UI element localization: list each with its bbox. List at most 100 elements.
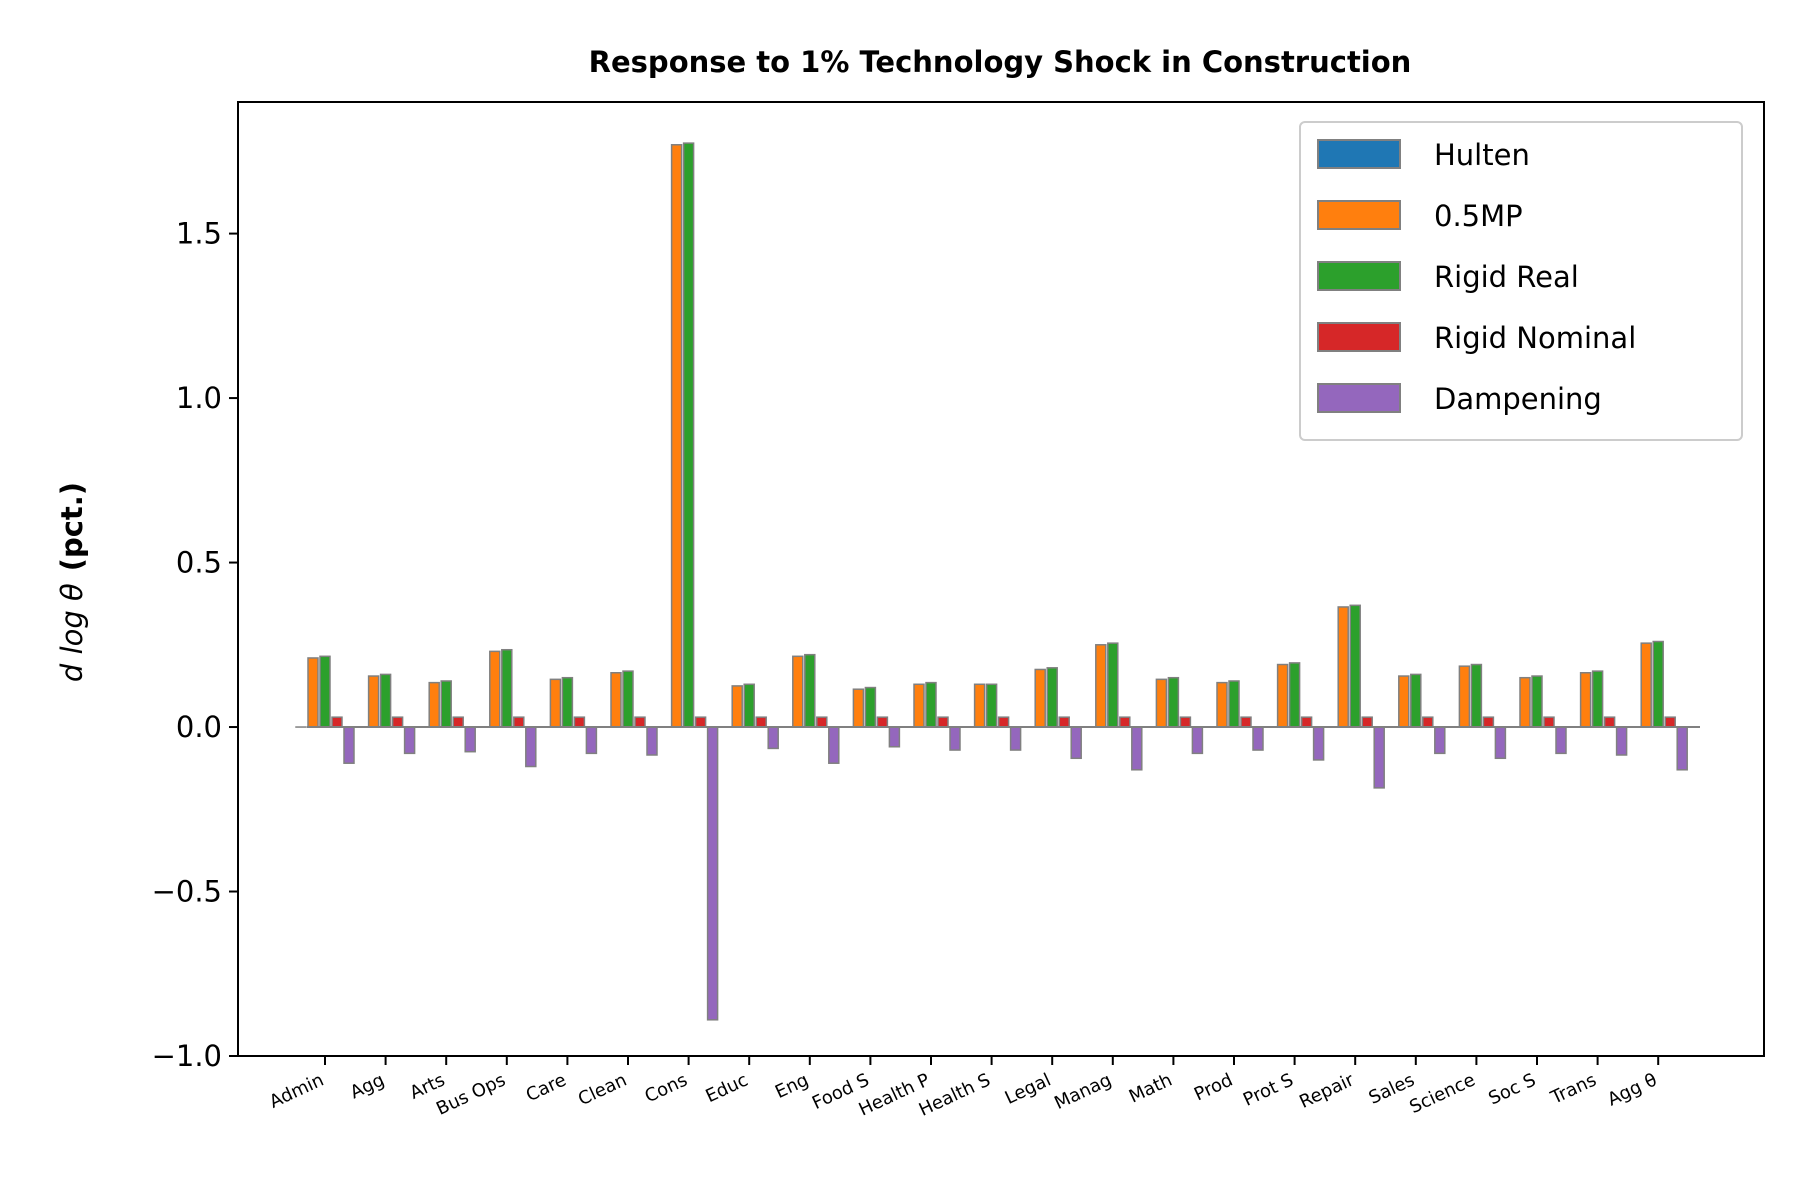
bar-dampening-food-s <box>888 726 901 748</box>
bar-0-5mp-educ <box>731 685 743 728</box>
bar-rigid-nominal-manag <box>1119 716 1131 728</box>
bar-rigid-nominal-admin <box>331 716 343 728</box>
y-axis-label-unit: (pct.) <box>55 482 89 571</box>
bar-0-5mp-arts <box>428 681 440 728</box>
bar-rigid-real-food-s <box>864 686 877 728</box>
legend-label: Rigid Nominal <box>1434 321 1636 355</box>
chart-title: Response to 1% Technology Shock in Const… <box>589 45 1412 79</box>
x-tick-label: Manag <box>1051 1069 1115 1114</box>
bar-rigid-nominal-arts <box>452 716 464 728</box>
legend-frame <box>1299 121 1743 441</box>
legend-label: Rigid Real <box>1434 260 1579 294</box>
bar-0-5mp-science <box>1458 665 1471 728</box>
bar-rigid-nominal-eng <box>816 716 828 728</box>
legend-swatch <box>1317 139 1401 169</box>
bar-0-5mp-bus-ops <box>489 650 501 728</box>
legend-swatch <box>1317 322 1401 352</box>
bar-0-5mp-health-p <box>913 683 925 728</box>
bar-rigid-nominal-clean <box>634 716 646 728</box>
bar-rigid-real-prod <box>1228 680 1240 728</box>
bar-rigid-real-legal <box>1046 667 1058 728</box>
bar-0-5mp-eng <box>792 655 804 728</box>
bar-rigid-real-educ <box>743 683 755 728</box>
y-ticks: −1.0 −0.5 0.0 0.5 1.0 1.5 <box>152 217 238 1073</box>
bar-0-5mp-prot-s <box>1276 663 1289 728</box>
bar-dampening-legal <box>1070 726 1082 760</box>
x-tick-label: Agg <box>347 1069 388 1103</box>
bar-rigid-nominal-math <box>1179 716 1192 728</box>
bar-rigid-nominal-science <box>1482 716 1495 728</box>
bars-group <box>295 142 1688 1021</box>
bar-dampening-health-p <box>949 726 961 751</box>
bar-rigid-real-bus-ops <box>501 648 513 728</box>
bar-rigid-real-health-s <box>985 683 998 728</box>
bar-0-5mp-manag <box>1095 644 1107 728</box>
bar-0-5mp-math <box>1155 678 1168 728</box>
bar-rigid-nominal-educ <box>755 716 767 728</box>
y-tick-label: 1.0 <box>176 381 222 415</box>
y-tick-label: 1.5 <box>176 217 222 251</box>
legend-label: Hulten <box>1434 138 1530 172</box>
legend-label: Dampening <box>1434 382 1602 416</box>
x-tick-label: Care <box>523 1069 570 1106</box>
bar-rigid-nominal-cons <box>694 716 707 728</box>
x-tick-label: Educ <box>702 1069 751 1107</box>
bar-dampening-sales <box>1434 726 1446 755</box>
bar-0-5mp-legal <box>1034 668 1046 728</box>
bar-rigid-real-science <box>1470 663 1483 728</box>
bar-rigid-nominal-food-s <box>876 716 889 728</box>
bar-dampening-arts <box>464 726 476 753</box>
y-axis-label-math: d log θ <box>55 583 89 682</box>
bar-dampening-science <box>1494 726 1507 760</box>
bar-rigid-nominal-trans <box>1603 716 1616 728</box>
bar-rigid-nominal-health-s <box>997 716 1010 728</box>
bar-rigid-nominal-health-p <box>937 716 949 728</box>
bar-rigid-nominal-agg <box>391 716 404 728</box>
bar-0-5mp-admin <box>307 657 319 728</box>
bar-dampening-manag <box>1131 726 1143 771</box>
bar-dampening-prod <box>1252 726 1264 751</box>
x-tick-label: Legal <box>1002 1069 1055 1108</box>
bar-rigid-nominal-agg- <box>1664 716 1676 728</box>
bar-rigid-real-agg <box>379 673 392 728</box>
bar-0-5mp-agg <box>367 675 380 728</box>
plot-frame <box>237 101 1765 1057</box>
x-tick-label: Bus Ops <box>433 1069 509 1119</box>
bar-dampening-health-s <box>1009 726 1022 751</box>
bar-rigid-real-soc-s <box>1531 675 1543 728</box>
bar-dampening-agg <box>403 726 416 755</box>
legend: Hulten 0.5MP Rigid Real Rigid Nominal Dampen… <box>1299 121 1743 441</box>
bar-dampening-math <box>1191 726 1204 755</box>
x-tick-label: Cons <box>642 1069 691 1107</box>
bar-rigid-nominal-care <box>573 716 586 728</box>
x-tick-label: Clean <box>575 1069 630 1110</box>
bar-dampening-agg- <box>1676 726 1688 771</box>
legend-label: 0.5MP <box>1434 199 1523 233</box>
bar-0-5mp-sales <box>1398 675 1410 728</box>
bar-dampening-prot-s <box>1312 726 1325 761</box>
x-tick-label: Trans <box>1547 1069 1600 1109</box>
bar-rigid-real-clean <box>622 670 634 728</box>
bar-rigid-real-math <box>1167 676 1180 728</box>
bar-rigid-nominal-prod <box>1240 716 1252 728</box>
y-tick-label: 0.0 <box>176 710 222 744</box>
bar-0-5mp-health-s <box>973 683 986 728</box>
bar-rigid-real-repair <box>1349 604 1361 728</box>
bar-0-5mp-cons <box>670 144 683 728</box>
bar-dampening-bus-ops <box>525 726 537 768</box>
y-tick-label: −0.5 <box>152 875 222 909</box>
bar-rigid-real-agg- <box>1652 640 1664 728</box>
x-tick-label: Repair <box>1296 1069 1358 1113</box>
bar-rigid-nominal-soc-s <box>1543 716 1555 728</box>
bar-rigid-real-care <box>561 676 574 728</box>
bar-0-5mp-soc-s <box>1519 676 1531 728</box>
bar-dampening-admin <box>343 726 355 764</box>
bar-dampening-care <box>585 726 598 755</box>
x-tick-label: Agg θ <box>1604 1069 1660 1110</box>
bar-rigid-real-prot-s <box>1288 662 1301 728</box>
bar-rigid-real-admin <box>319 655 331 728</box>
bar-dampening-cons <box>706 726 719 1021</box>
y-tick-label: −1.0 <box>152 1039 222 1073</box>
